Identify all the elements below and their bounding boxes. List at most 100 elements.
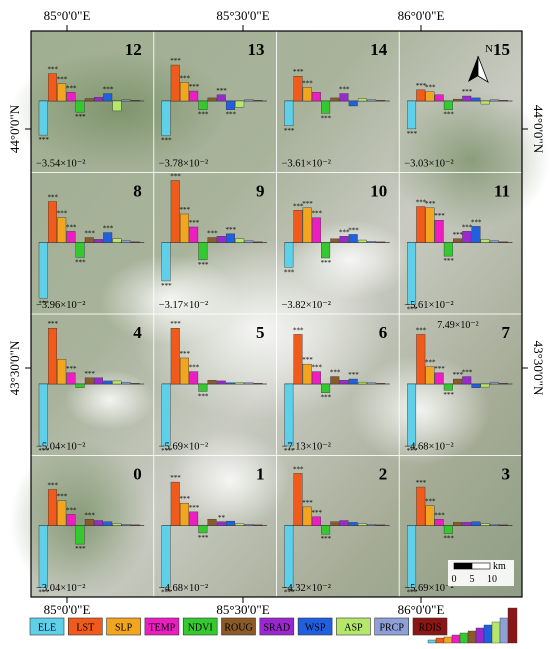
legend-swatch bbox=[297, 617, 333, 636]
bar-temp bbox=[66, 514, 76, 526]
bar-rdis bbox=[130, 524, 140, 526]
bar-srad bbox=[216, 94, 226, 102]
panel-4: 4************−5.04×10⁻² bbox=[36, 320, 145, 455]
bar-asp bbox=[112, 100, 122, 112]
bar-slp bbox=[302, 363, 312, 385]
bar-prcp bbox=[244, 99, 254, 102]
significance-label: *** bbox=[348, 226, 359, 234]
significance-label: *** bbox=[216, 87, 227, 95]
bar-temp bbox=[311, 217, 321, 243]
bar-ndvi bbox=[321, 525, 331, 535]
significance-label: *** bbox=[443, 535, 454, 543]
bar-wsp bbox=[348, 234, 358, 243]
bar-prcp bbox=[367, 524, 377, 526]
scale-label-0: 0 bbox=[452, 574, 457, 585]
bar-roug bbox=[84, 237, 94, 243]
significance-label: *** bbox=[48, 320, 59, 328]
significance-label: *** bbox=[407, 589, 418, 597]
significance-label: *** bbox=[302, 79, 313, 87]
legend-item-roug: ROUG bbox=[221, 617, 256, 636]
bar-rdis bbox=[130, 241, 140, 243]
bar-rdis bbox=[130, 100, 140, 102]
bar-rdis bbox=[376, 241, 386, 243]
bar-temp bbox=[189, 511, 199, 526]
bar-slp bbox=[425, 91, 435, 102]
bar-roug bbox=[453, 378, 463, 385]
bar-srad bbox=[216, 521, 226, 526]
significance-label: *** bbox=[293, 326, 304, 334]
ele-value-label: −3.61×10⁻² bbox=[282, 159, 331, 170]
significance-label: *** bbox=[293, 202, 304, 210]
bar-rdis bbox=[499, 100, 509, 102]
bar-slp bbox=[57, 500, 67, 526]
significance-label: *** bbox=[180, 350, 191, 358]
bar-prcp bbox=[489, 99, 499, 102]
ele-value-label: −4.68×10⁻² bbox=[404, 442, 453, 453]
significance-label: *** bbox=[38, 299, 49, 307]
bar-prcp bbox=[121, 524, 131, 526]
significance-label: *** bbox=[311, 364, 322, 372]
significance-label: *** bbox=[453, 371, 464, 379]
significance-label: *** bbox=[416, 82, 427, 90]
bar-lst bbox=[170, 328, 180, 385]
legend-swatch bbox=[106, 617, 141, 636]
ele-value-label: −3.17×10⁻² bbox=[159, 300, 208, 311]
bar-ele bbox=[407, 525, 417, 588]
significance-label: *** bbox=[189, 219, 200, 227]
significance-label: *** bbox=[462, 369, 473, 377]
ele-value-label: −5.61×10⁻² bbox=[404, 300, 453, 311]
legend-label: ASP bbox=[344, 623, 363, 634]
panel-number: 6 bbox=[379, 323, 388, 342]
significance-label: *** bbox=[198, 534, 209, 542]
significance-label: *** bbox=[57, 76, 68, 84]
bar-prcp bbox=[367, 241, 377, 243]
panel-13: 13*********************−3.78×10⁻² bbox=[159, 40, 267, 170]
bar-asp bbox=[112, 523, 122, 526]
bar-prcp bbox=[489, 240, 499, 243]
ele-value-label: −5.04×10⁻² bbox=[36, 442, 85, 453]
right-lat-label-2: 43°30'0"N bbox=[531, 341, 546, 396]
bar-ele bbox=[284, 525, 294, 588]
bar-roug bbox=[330, 238, 340, 243]
bar-rdis bbox=[376, 383, 386, 385]
significance-label: *** bbox=[161, 137, 172, 145]
bar-asp bbox=[480, 523, 490, 526]
bar-ele bbox=[161, 525, 171, 588]
significance-label: *** bbox=[198, 111, 209, 119]
legend-item-slp: SLP bbox=[106, 617, 141, 636]
significance-label: *** bbox=[66, 365, 77, 373]
significance-label: *** bbox=[407, 447, 418, 455]
legend-label: ROUG bbox=[224, 623, 252, 634]
north-arrow-icon: N bbox=[468, 43, 493, 83]
ele-value-label: −7.13×10⁻² bbox=[282, 442, 331, 453]
significance-label: *** bbox=[38, 447, 49, 455]
bar-lst bbox=[293, 210, 303, 243]
bar-slp bbox=[179, 502, 189, 526]
bar-temp bbox=[311, 371, 321, 385]
bar-temp bbox=[66, 372, 76, 385]
ele-value-label: −3.04×10⁻² bbox=[36, 583, 85, 594]
bar-ndvi bbox=[443, 100, 453, 110]
panel-number: 1 bbox=[256, 465, 265, 484]
legend-label: WSP bbox=[305, 623, 326, 634]
bar-rdis bbox=[376, 100, 386, 102]
significance-label: *** bbox=[38, 136, 49, 144]
north-label: N bbox=[485, 43, 493, 55]
bar-ndvi bbox=[75, 100, 85, 113]
bar-roug bbox=[330, 97, 340, 102]
significance-label: *** bbox=[302, 499, 313, 507]
bar-asp bbox=[235, 238, 245, 243]
panel-0: 0******************−3.04×10⁻² bbox=[36, 465, 145, 597]
bar-prcp bbox=[367, 99, 377, 102]
bar-roug bbox=[330, 376, 340, 385]
top-lon-label-3: 86°0'0"E bbox=[398, 8, 445, 23]
significance-label: *** bbox=[462, 223, 473, 231]
legend-item-asp: ASP bbox=[336, 617, 371, 636]
bar-temp bbox=[189, 226, 199, 243]
panels-layer: 12******************−3.54×10⁻²13********… bbox=[36, 40, 513, 597]
top-lon-label-1: 85°0'0"E bbox=[44, 8, 91, 23]
bar-asp bbox=[480, 100, 490, 105]
bar-wsp bbox=[471, 521, 481, 526]
significance-label: *** bbox=[103, 86, 114, 94]
